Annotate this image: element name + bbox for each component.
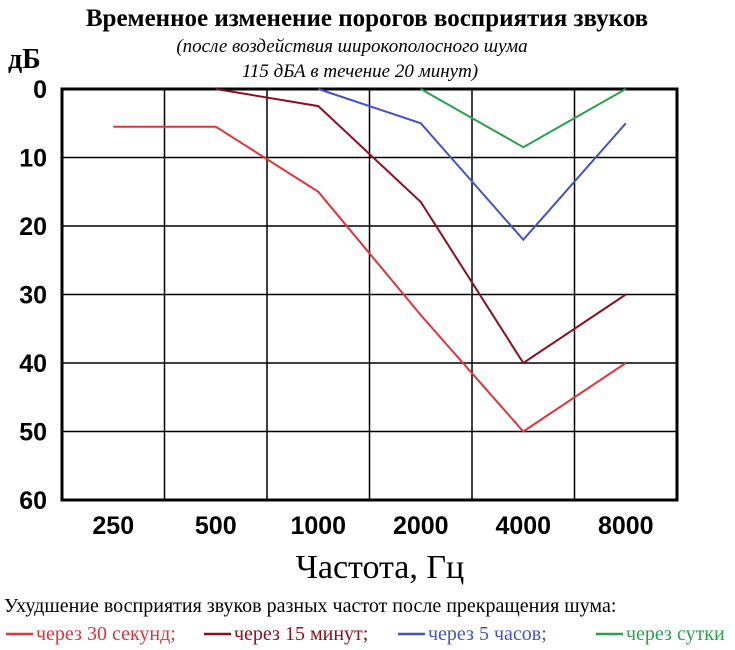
y-tick-label: 60 <box>19 487 47 515</box>
legend-label-2: через 15 минут; <box>234 623 368 645</box>
legend-label-4: через сутки <box>626 623 725 645</box>
legend-label-3: через 5 часов; <box>428 623 547 645</box>
y-tick-label: 30 <box>19 282 47 310</box>
series-line-3 <box>317 88 627 242</box>
x-tick-label: 250 <box>92 512 134 540</box>
chart-title: Временное изменение порогов восприятия з… <box>86 5 648 32</box>
x-tick-label: 500 <box>195 512 237 540</box>
plot-frame <box>60 87 679 502</box>
series-line-4 <box>420 88 627 149</box>
x-tick-label: 4000 <box>495 512 551 540</box>
x-tick-label: 2000 <box>393 512 449 540</box>
y-tick-label: 0 <box>33 76 47 104</box>
x-axis-label: Частота, Гц <box>296 549 464 586</box>
series-line-1 <box>113 125 627 433</box>
x-tick-labels: 250 500 1000 2000 4000 8000 <box>92 512 653 540</box>
series-lines <box>113 88 627 433</box>
chart-subtitle-line2: 115 дБА в течение 20 минут) <box>242 61 478 82</box>
x-tick-label: 1000 <box>290 512 346 540</box>
y-tick-labels: 0 10 20 30 40 50 60 <box>19 76 47 515</box>
y-tick-label: 40 <box>19 350 47 378</box>
legend: через 30 секунд; через 15 минут; через 5 ч… <box>6 623 725 645</box>
legend-label-1: через 30 секунд; <box>36 623 176 645</box>
series-line-2 <box>215 88 627 365</box>
legend-title: Ухудшение восприятия звуков разных часто… <box>4 595 616 617</box>
y-tick-label: 50 <box>19 419 47 447</box>
y-tick-label: 10 <box>19 145 47 173</box>
chart-subtitle-line1: (после воздействия широкополосного шума <box>176 36 527 57</box>
y-axis-label: дБ <box>8 44 41 75</box>
x-tick-label: 8000 <box>598 512 654 540</box>
y-tick-label: 20 <box>19 213 47 241</box>
grid <box>60 87 679 502</box>
